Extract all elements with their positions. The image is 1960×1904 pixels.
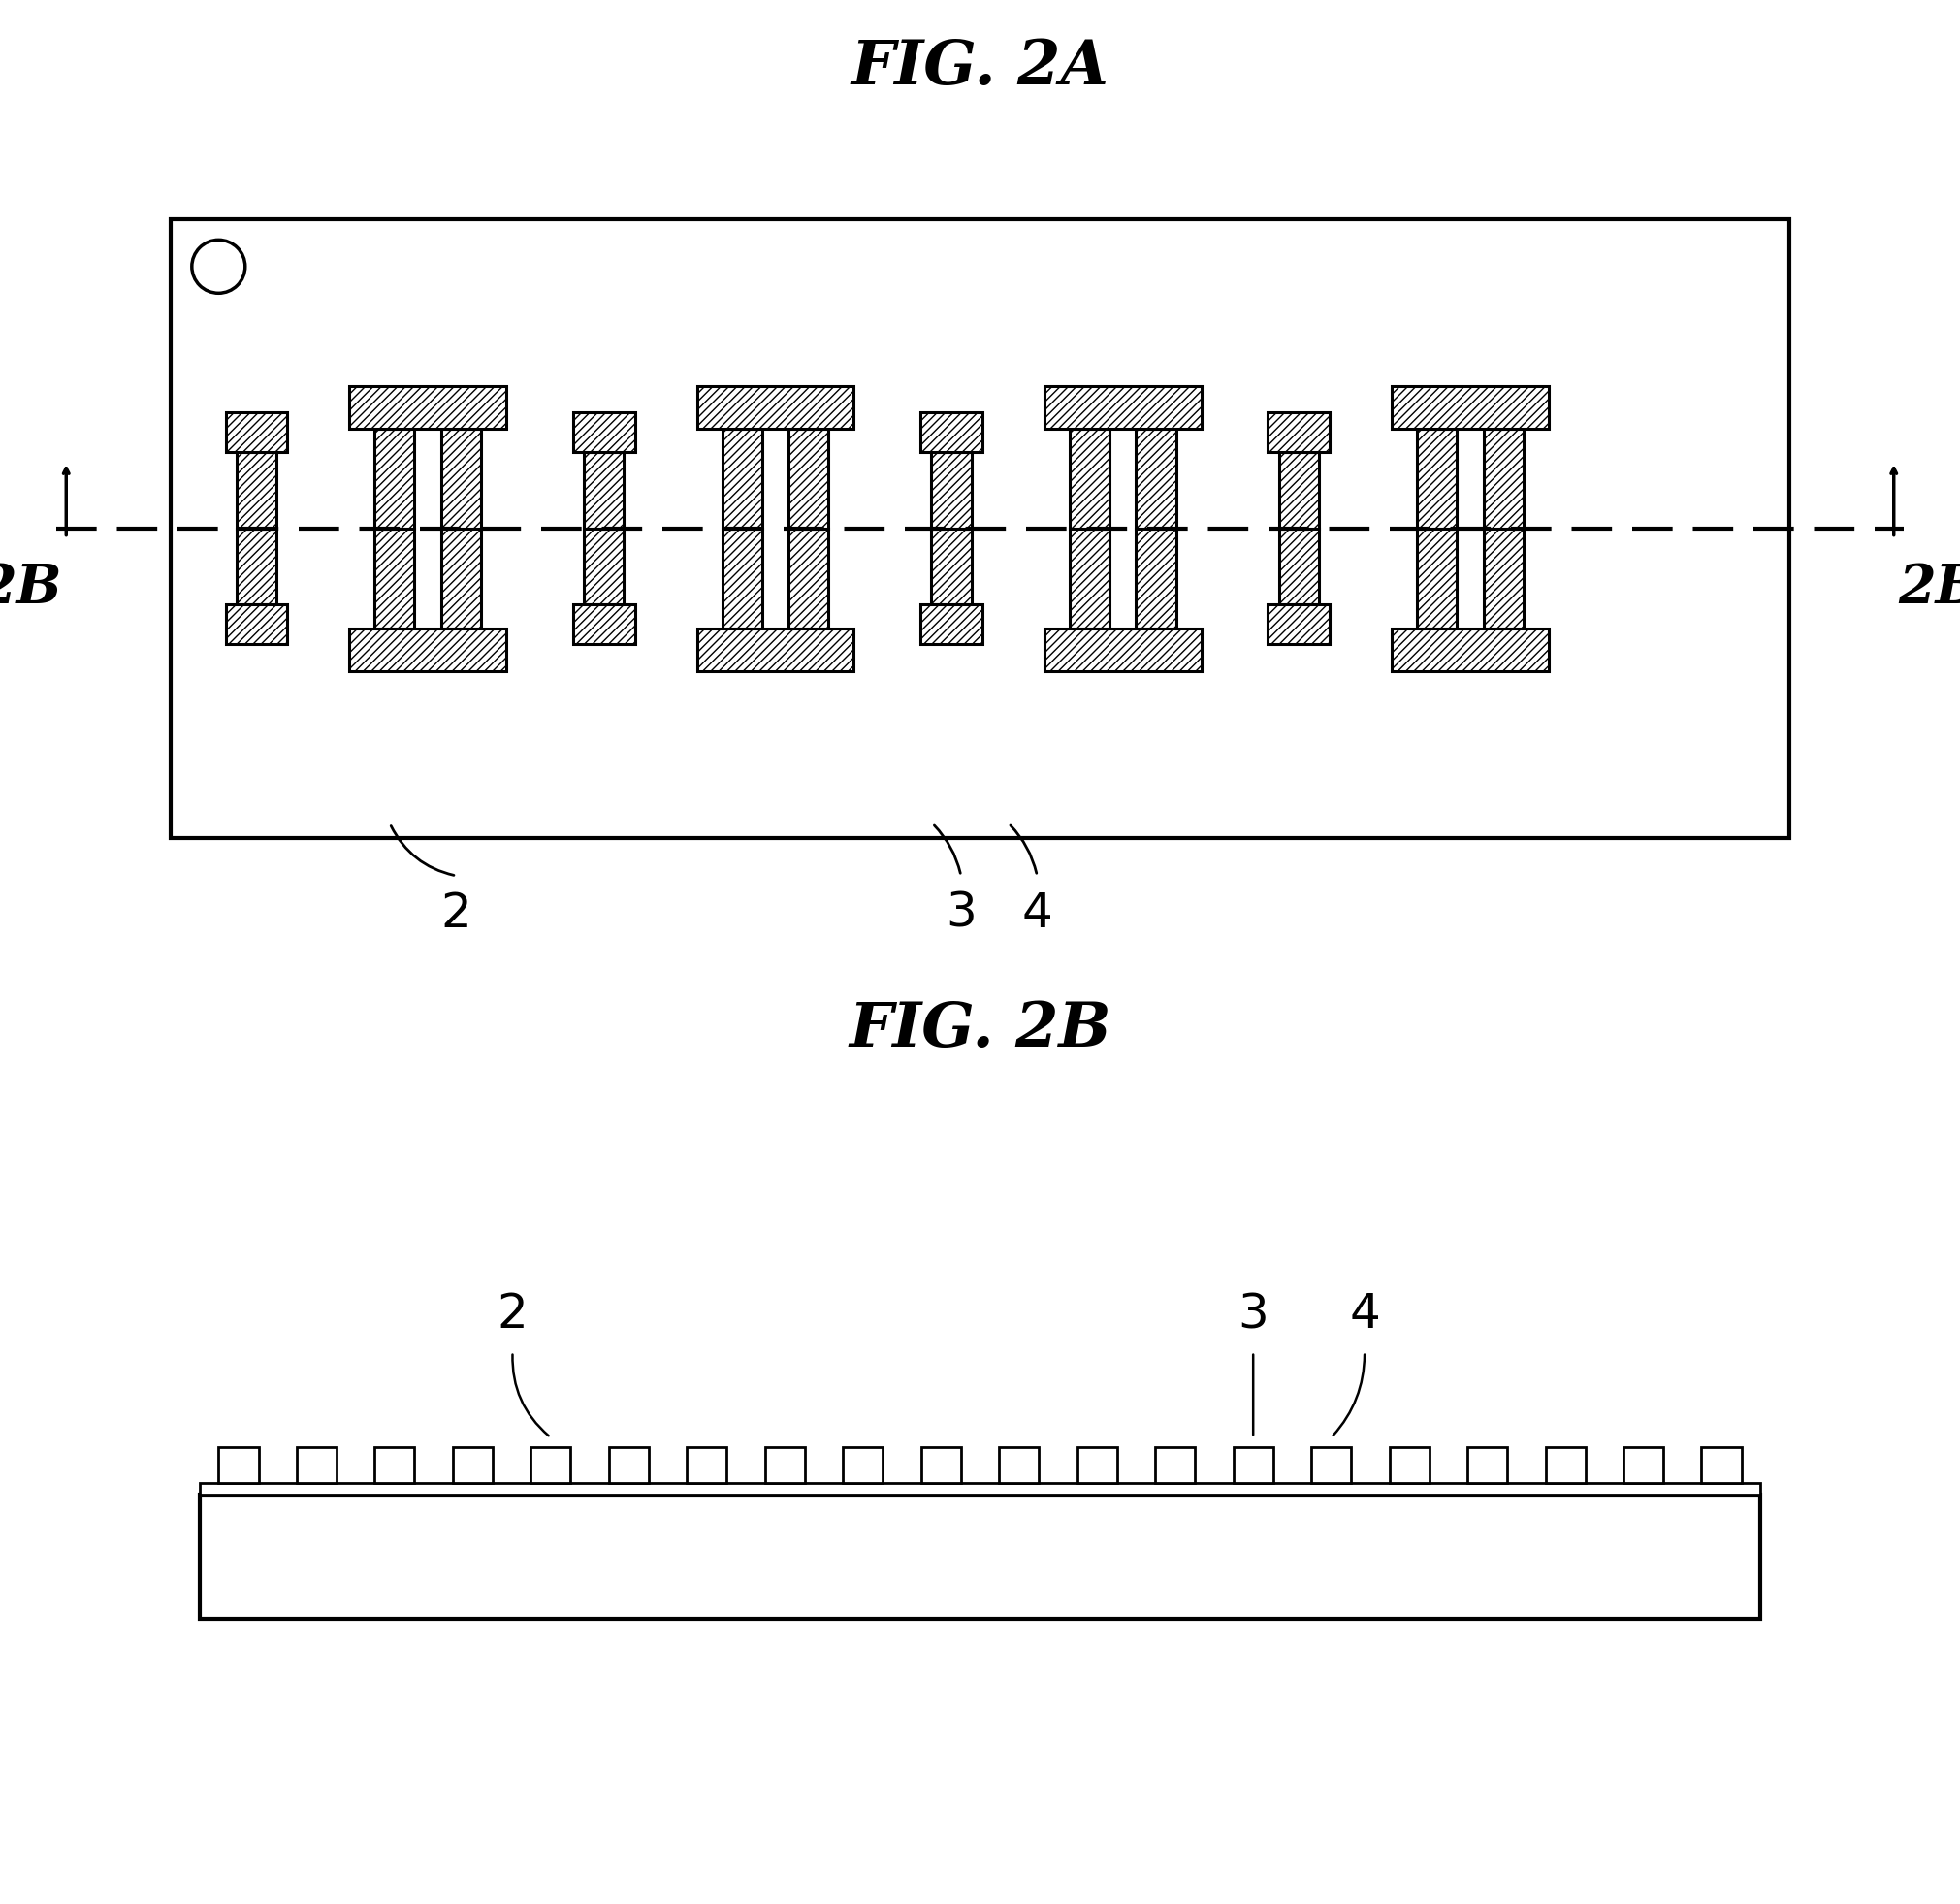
Text: 2: 2	[441, 891, 472, 937]
Bar	[1392, 628, 1548, 672]
Text: 4: 4	[1021, 891, 1053, 937]
Text: 4: 4	[1348, 1291, 1380, 1337]
Bar	[453, 1447, 492, 1483]
Bar	[843, 1447, 882, 1483]
Bar	[698, 628, 855, 672]
Bar	[1623, 1447, 1664, 1483]
Bar	[171, 219, 1789, 838]
Bar	[225, 605, 288, 644]
Bar	[1278, 453, 1319, 529]
Text: 2: 2	[498, 1291, 527, 1337]
Text: 3: 3	[1239, 1291, 1268, 1337]
Text: 2B: 2B	[1899, 562, 1960, 615]
Bar	[441, 529, 482, 628]
Bar	[1484, 529, 1523, 628]
Text: 2B: 2B	[0, 562, 61, 615]
Bar	[218, 1447, 259, 1483]
Bar	[1070, 428, 1109, 529]
Bar	[572, 605, 635, 644]
Bar	[764, 1447, 806, 1483]
Bar	[921, 605, 982, 644]
Bar	[721, 428, 762, 529]
Bar	[721, 529, 762, 628]
Bar	[931, 529, 972, 605]
Bar	[237, 529, 276, 605]
Text: FIG. 2A: FIG. 2A	[851, 38, 1109, 97]
Bar	[237, 453, 276, 529]
Bar	[921, 1447, 960, 1483]
Bar	[698, 385, 855, 428]
Bar	[788, 428, 829, 529]
Bar	[374, 529, 416, 628]
Bar	[1137, 529, 1176, 628]
Bar	[572, 413, 635, 453]
Bar	[1154, 1447, 1196, 1483]
Bar	[225, 413, 288, 453]
Bar	[584, 529, 623, 605]
Bar	[374, 428, 416, 529]
Bar	[931, 453, 972, 529]
Bar	[1045, 385, 1201, 428]
Bar	[1701, 1447, 1742, 1483]
Bar	[1468, 1447, 1507, 1483]
Text: 3: 3	[945, 891, 976, 937]
Bar	[531, 1447, 570, 1483]
Bar	[1392, 385, 1548, 428]
Bar	[1233, 1447, 1274, 1483]
Bar	[1078, 1447, 1117, 1483]
Bar	[1000, 1447, 1039, 1483]
Bar	[441, 428, 482, 529]
Bar	[921, 413, 982, 453]
Bar	[1278, 529, 1319, 605]
Bar	[584, 453, 623, 529]
Bar	[1137, 428, 1176, 529]
Bar	[1544, 1447, 1586, 1483]
Bar	[1417, 529, 1456, 628]
Bar	[1268, 413, 1329, 453]
Bar	[349, 628, 506, 672]
Bar	[349, 385, 506, 428]
Bar	[296, 1447, 337, 1483]
Bar	[686, 1447, 727, 1483]
Bar	[1484, 428, 1523, 529]
Bar	[1417, 428, 1456, 529]
Bar	[1311, 1447, 1350, 1483]
Bar	[200, 1483, 1760, 1495]
Bar	[1070, 529, 1109, 628]
Bar	[1045, 628, 1201, 672]
Bar	[610, 1447, 649, 1483]
Bar	[788, 529, 829, 628]
Bar	[200, 1495, 1760, 1618]
Bar	[1268, 605, 1329, 644]
Bar	[1390, 1447, 1429, 1483]
Text: FIG. 2B: FIG. 2B	[849, 1000, 1111, 1059]
Bar	[374, 1447, 416, 1483]
